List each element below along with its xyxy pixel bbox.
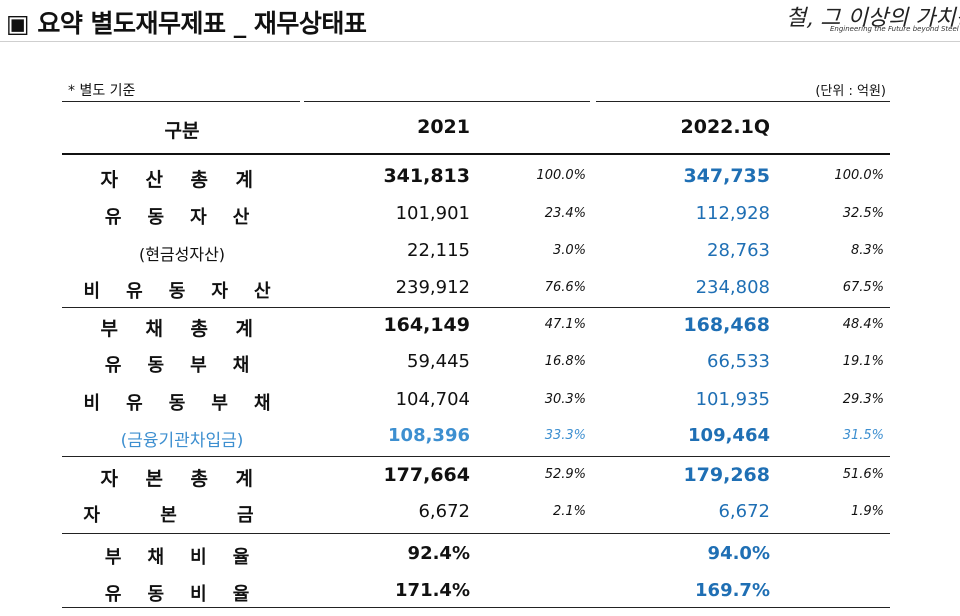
row-pct-2021: 33.3% — [544, 428, 586, 443]
row-value-2022-1q: 169.7% — [695, 580, 770, 601]
header-top-rule-mid — [304, 101, 590, 102]
row-label-current-assets: 유 동 자 산 — [104, 207, 260, 228]
page-title: ▣ 요약 별도재무제표 _ 재무상태표 — [6, 9, 367, 38]
unit-label: (단위 : 억원) — [815, 84, 886, 99]
row-label-bank-borrowings: (금융기관차입금) — [120, 431, 244, 451]
row-label-current-ratio: 유 동 비 율 — [104, 584, 260, 605]
company-logo: 철, 그 이상의 가치창조 — [786, 6, 960, 31]
row-value-2022-1q: 94.0% — [707, 543, 770, 564]
row-pct-2022-1q: 8.3% — [850, 243, 884, 258]
row-value-2022-1q: 347,735 — [683, 165, 770, 187]
row-pct-2021: 100.0% — [536, 168, 586, 183]
row-value-2021: 341,813 — [383, 165, 470, 187]
row-pct-2021: 3.0% — [552, 243, 586, 258]
row-label-current-liabilities: 유 동 부 채 — [104, 355, 260, 376]
row-pct-2021: 47.1% — [544, 317, 586, 332]
row-value-2021: 177,664 — [383, 464, 470, 486]
title-divider — [0, 41, 960, 42]
row-label-noncurrent-assets: 비 유 동 자 산 — [83, 281, 281, 302]
row-value-2022-1q: 28,763 — [707, 240, 770, 261]
row-pct-2022-1q: 51.6% — [842, 467, 884, 482]
row-label-total-equity: 자 본 총 계 — [100, 468, 264, 490]
row-value-2021: 92.4% — [407, 543, 470, 564]
section-rule — [62, 456, 890, 457]
row-pct-2022-1q: 100.0% — [834, 168, 884, 183]
column-header-2022-1q: 2022.1Q — [680, 116, 770, 138]
row-label-total-assets: 자 산 총 계 — [100, 169, 264, 191]
row-value-2021: 6,672 — [418, 501, 470, 522]
row-value-2021: 101,901 — [395, 203, 470, 224]
header-top-rule-right — [596, 101, 890, 102]
column-header-category: 구분 — [164, 120, 200, 142]
section-rule — [62, 533, 890, 534]
row-label-debt-ratio: 부 채 비 율 — [104, 547, 260, 568]
header-top-rule-left — [62, 101, 300, 102]
row-value-2021: 239,912 — [395, 277, 470, 298]
row-value-2021: 171.4% — [395, 580, 470, 601]
row-pct-2021: 30.3% — [544, 392, 586, 407]
row-pct-2021: 23.4% — [544, 206, 586, 221]
section-rule — [62, 307, 890, 308]
row-pct-2022-1q: 1.9% — [850, 504, 884, 519]
row-value-2022-1q: 112,928 — [695, 203, 770, 224]
row-pct-2022-1q: 19.1% — [842, 354, 884, 369]
row-value-2021: 108,396 — [388, 425, 470, 446]
section-rule — [62, 153, 890, 155]
row-value-2022-1q: 66,533 — [707, 351, 770, 372]
row-pct-2022-1q: 67.5% — [842, 280, 884, 295]
row-value-2021: 164,149 — [383, 314, 470, 336]
basis-note: * 별도 기준 — [68, 83, 136, 99]
row-value-2021: 104,704 — [395, 389, 470, 410]
row-value-2022-1q: 168,468 — [683, 314, 770, 336]
row-value-2022-1q: 6,672 — [718, 501, 770, 522]
company-tagline: Engineering the Future beyond Steel — [830, 25, 959, 33]
row-pct-2022-1q: 31.5% — [842, 428, 884, 443]
row-pct-2021: 16.8% — [544, 354, 586, 369]
row-value-2022-1q: 101,935 — [695, 389, 770, 410]
row-label-capital-stock: 자 본 금 — [83, 505, 281, 526]
row-pct-2022-1q: 32.5% — [842, 206, 884, 221]
section-rule — [62, 607, 890, 608]
row-label-cash-equivalents: (현금성자산) — [138, 245, 226, 264]
row-pct-2021: 52.9% — [544, 467, 586, 482]
row-pct-2021: 76.6% — [544, 280, 586, 295]
row-label-total-liabilities: 부 채 총 계 — [100, 318, 264, 340]
column-header-2021: 2021 — [417, 116, 470, 138]
row-value-2021: 59,445 — [407, 351, 470, 372]
row-pct-2021: 2.1% — [552, 504, 586, 519]
row-value-2022-1q: 234,808 — [695, 277, 770, 298]
row-value-2022-1q: 179,268 — [683, 464, 770, 486]
row-value-2021: 22,115 — [407, 240, 470, 261]
row-pct-2022-1q: 48.4% — [842, 317, 884, 332]
row-value-2022-1q: 109,464 — [688, 425, 770, 446]
row-pct-2022-1q: 29.3% — [842, 392, 884, 407]
row-label-noncurrent-liabilities: 비 유 동 부 채 — [83, 393, 281, 414]
